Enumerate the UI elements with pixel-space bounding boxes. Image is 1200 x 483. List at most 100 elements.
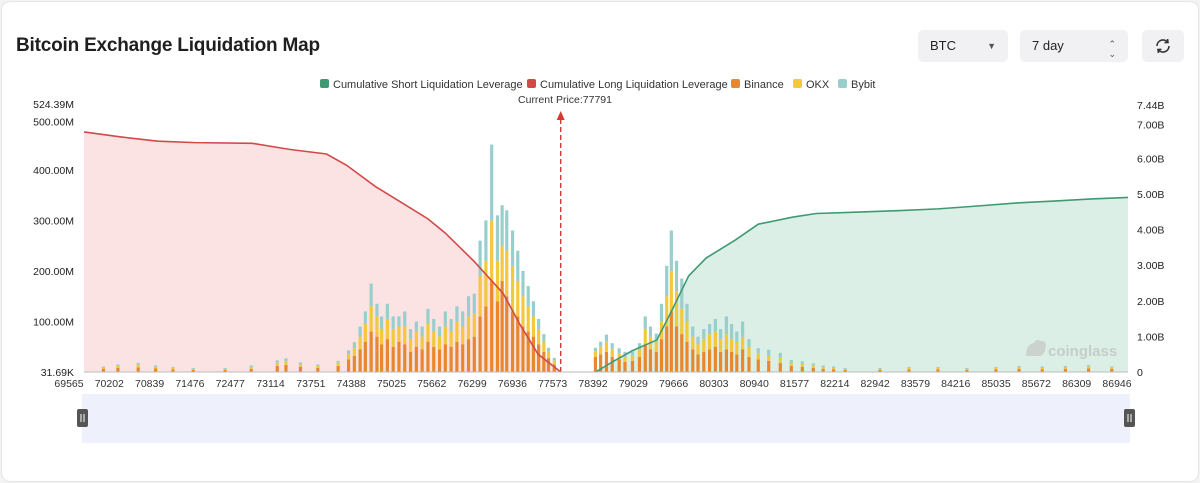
bar-binance bbox=[171, 369, 175, 372]
bar-okx bbox=[484, 260, 488, 307]
bar-okx bbox=[379, 329, 384, 345]
bar-bybit bbox=[336, 360, 340, 363]
bar-binance bbox=[669, 311, 673, 372]
bar-bybit bbox=[403, 311, 407, 327]
legend-label-short: Cumulative Short Liquidation Leverage bbox=[333, 79, 523, 91]
range-slider-left-handle[interactable] bbox=[77, 409, 88, 427]
range-slider-track[interactable] bbox=[82, 394, 1130, 443]
x-tick-label: 86309 bbox=[1062, 378, 1091, 390]
x-tick-label: 74388 bbox=[337, 378, 366, 390]
bar-bybit bbox=[391, 316, 395, 330]
bar-bybit bbox=[778, 352, 782, 358]
bar-okx bbox=[702, 339, 706, 352]
bar-binance bbox=[363, 341, 367, 372]
bar-okx bbox=[437, 336, 442, 350]
bar-okx bbox=[352, 348, 356, 356]
x-tick-label: 79666 bbox=[659, 378, 688, 390]
bar-bybit bbox=[800, 361, 804, 364]
bar-okx bbox=[756, 353, 760, 360]
bar-bybit bbox=[724, 316, 728, 335]
bar-bybit bbox=[363, 311, 367, 324]
y-right-tick-label: 0 bbox=[1137, 367, 1143, 379]
bar-bybit bbox=[654, 333, 658, 342]
bar-binance bbox=[249, 368, 253, 372]
bar-bybit bbox=[484, 220, 488, 261]
bar-binance bbox=[490, 281, 494, 372]
symbol-select-value: BTC bbox=[930, 38, 956, 53]
legend-swatch-okx bbox=[793, 79, 802, 88]
x-tick-label: 75662 bbox=[417, 378, 446, 390]
bar-okx bbox=[420, 336, 424, 350]
bar-binance bbox=[379, 344, 384, 372]
bar-bybit bbox=[437, 326, 442, 337]
period-select[interactable]: 7 day ⌃ ⌄ bbox=[1020, 30, 1128, 62]
y-left-tick-label: 524.39M bbox=[33, 99, 74, 111]
bar-okx bbox=[610, 349, 614, 357]
bar-okx bbox=[599, 346, 603, 355]
bar-binance bbox=[724, 349, 728, 372]
y-right-tick-label: 6.00B bbox=[1137, 153, 1164, 165]
bar-binance bbox=[116, 367, 120, 372]
bar-okx bbox=[665, 296, 669, 327]
legend: Cumulative Short Liquidation Leverage Cu… bbox=[320, 79, 875, 91]
y-right-tick-label: 4.00B bbox=[1137, 225, 1164, 237]
bar-okx bbox=[1063, 367, 1068, 369]
bar-okx bbox=[510, 265, 515, 312]
x-tick-label: 83579 bbox=[901, 378, 930, 390]
symbol-select[interactable]: BTC ▼ bbox=[918, 30, 1008, 62]
bar-binance bbox=[546, 357, 551, 372]
bar-bybit bbox=[542, 334, 546, 342]
bar-okx bbox=[414, 331, 418, 347]
bar-binance bbox=[346, 359, 351, 372]
bar-binance bbox=[735, 354, 739, 372]
bar-okx bbox=[747, 346, 751, 357]
x-tick-label: 78392 bbox=[578, 378, 607, 390]
cumulative-long-line bbox=[83, 131, 562, 373]
bar-binance bbox=[500, 281, 504, 372]
bar-binance bbox=[358, 349, 362, 372]
bar-okx bbox=[521, 296, 525, 327]
bar-okx bbox=[495, 260, 500, 302]
bar-bybit bbox=[500, 205, 504, 246]
bar-bybit bbox=[811, 363, 815, 366]
bar-binance bbox=[1063, 368, 1068, 372]
y-left-tick-label: 200.00M bbox=[33, 266, 74, 278]
bar-binance bbox=[878, 369, 882, 372]
bar-bybit bbox=[521, 270, 525, 297]
bar-binance bbox=[659, 339, 664, 372]
refresh-button[interactable] bbox=[1142, 30, 1184, 62]
bar-okx bbox=[552, 360, 556, 365]
bar-okx bbox=[449, 331, 453, 347]
bar-binance bbox=[674, 326, 679, 372]
bar-bybit bbox=[537, 318, 541, 330]
bar-okx bbox=[623, 356, 627, 362]
bar-binance bbox=[767, 360, 771, 372]
range-slider-right-handle[interactable] bbox=[1124, 409, 1135, 427]
bar-okx bbox=[443, 326, 447, 345]
bar-okx bbox=[637, 349, 642, 357]
bar-bybit bbox=[648, 326, 653, 337]
bar-bybit bbox=[369, 283, 373, 307]
x-tick-label: 73751 bbox=[296, 378, 325, 390]
x-tick-label: 85672 bbox=[1022, 378, 1051, 390]
bar-binance bbox=[478, 316, 482, 372]
bar-bybit bbox=[516, 250, 520, 282]
y-right-tick-label: 5.00B bbox=[1137, 189, 1164, 201]
bar-bybit bbox=[665, 265, 669, 297]
bar-binance bbox=[284, 364, 288, 372]
bar-binance bbox=[665, 326, 669, 372]
bar-okx bbox=[724, 334, 728, 350]
bar-bybit bbox=[449, 318, 453, 332]
bar-bybit bbox=[249, 365, 253, 367]
bar-bybit bbox=[741, 321, 745, 337]
bar-okx bbox=[713, 331, 717, 347]
bar-okx bbox=[466, 316, 471, 340]
bar-okx bbox=[994, 367, 998, 370]
bar-okx bbox=[604, 341, 609, 352]
bar-binance bbox=[730, 351, 734, 372]
chevron-down-icon: ▼ bbox=[987, 41, 996, 51]
bar-okx bbox=[500, 245, 504, 282]
bar-okx bbox=[691, 336, 695, 350]
bar-binance bbox=[408, 351, 413, 372]
bar-okx bbox=[336, 362, 340, 366]
